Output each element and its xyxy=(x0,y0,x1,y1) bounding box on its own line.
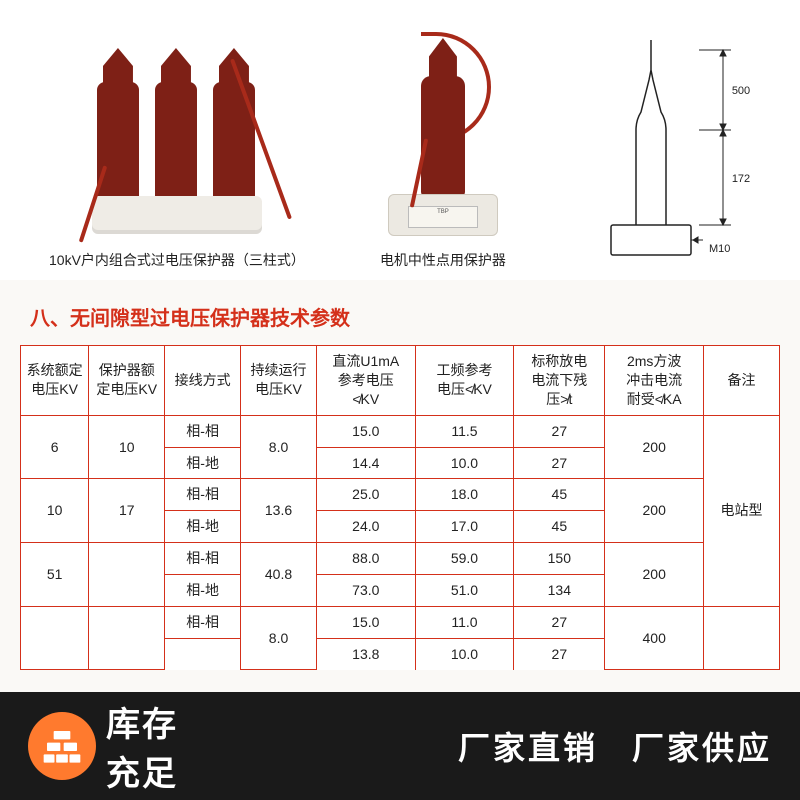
cell-pf: 18.0 xyxy=(415,479,514,511)
table-row: 相-相 8.0 15.0 11.0 27 400 xyxy=(21,607,780,639)
cell-2ms: 200 xyxy=(605,415,704,479)
cell-dc: 24.0 xyxy=(316,511,415,543)
dim-upper: 500 xyxy=(732,85,750,97)
product-dimension-drawing: 500 172 M10 xyxy=(581,40,751,270)
th-note: 备注 xyxy=(704,346,780,416)
cell-2ms: 400 xyxy=(605,607,704,670)
cell-dc: 15.0 xyxy=(316,607,415,639)
footer-banner: 库存 充足 厂家直销 厂家供应 xyxy=(0,692,800,800)
cell-sys: 6 xyxy=(21,415,89,479)
th-rated: 保护器额 定电压KV xyxy=(89,346,165,416)
footer-item-direct: 厂家直销 xyxy=(458,723,598,769)
cell-nom: 45 xyxy=(514,511,605,543)
dim-thread: M10 xyxy=(709,243,730,255)
badge-text: 库存 充足 xyxy=(106,697,178,795)
th-cont: 持续运行 电压KV xyxy=(241,346,317,416)
cell-rated xyxy=(89,607,165,670)
cell-note xyxy=(704,607,780,670)
cell-pf: 11.5 xyxy=(415,415,514,447)
th-conn: 接线方式 xyxy=(165,346,241,416)
arrester-neutral-illustration: TBP xyxy=(363,24,523,244)
cell-cont: 8.0 xyxy=(241,607,317,670)
cell-rated: 17 xyxy=(89,479,165,543)
cell-conn xyxy=(165,638,241,669)
caption-3column: 10kV户内组合式过电压保护器（三柱式） xyxy=(49,250,305,270)
cell-conn: 相-相 xyxy=(165,607,241,639)
dim-lower: 172 xyxy=(732,173,750,185)
cell-dc: 15.0 xyxy=(316,415,415,447)
th-dc: 直流U1mA 参考电压 ≮KV xyxy=(316,346,415,416)
cell-cont: 40.8 xyxy=(241,543,317,607)
cell-pf: 51.0 xyxy=(415,575,514,607)
cell-dc: 14.4 xyxy=(316,447,415,479)
cell-dc: 73.0 xyxy=(316,575,415,607)
product-neutral-arrester: TBP 电机中性点用保护器 xyxy=(363,24,523,270)
cell-dc: 88.0 xyxy=(316,543,415,575)
th-nom: 标称放电 电流下残 压≯t xyxy=(514,346,605,416)
product-image-row: 10kV户内组合式过电压保护器（三柱式） TBP 电机中性点用保护器 xyxy=(0,0,800,280)
cell-nom: 27 xyxy=(514,415,605,447)
th-2ms: 2ms方波 冲击电流 耐受≮KA xyxy=(605,346,704,416)
cell-sys: 10 xyxy=(21,479,89,543)
table-row: 6 10 相-相 8.0 15.0 11.5 27 200 电站型 xyxy=(21,415,780,447)
th-sys: 系统额定 电压KV xyxy=(21,346,89,416)
cell-dc: 25.0 xyxy=(316,479,415,511)
cell-note: 电站型 xyxy=(704,415,780,606)
footer-right: 厂家直销 厂家供应 xyxy=(458,723,772,769)
cell-rated xyxy=(89,543,165,607)
cell-nom: 150 xyxy=(514,543,605,575)
cell-conn: 相-地 xyxy=(165,575,241,607)
cell-cont: 8.0 xyxy=(241,415,317,479)
caption-neutral: 电机中性点用保护器 xyxy=(380,250,506,270)
cell-pf: 17.0 xyxy=(415,511,514,543)
cell-dc: 13.8 xyxy=(316,638,415,669)
box-stack-icon xyxy=(28,712,96,780)
cell-conn: 相-相 xyxy=(165,415,241,447)
engineering-drawing: 500 172 M10 xyxy=(581,40,751,270)
cell-nom: 27 xyxy=(514,607,605,639)
cell-conn: 相-地 xyxy=(165,511,241,543)
cell-nom: 45 xyxy=(514,479,605,511)
table-header-row: 系统额定 电压KV 保护器额 定电压KV 接线方式 持续运行 电压KV 直流U1… xyxy=(21,346,780,416)
nameplate: TBP xyxy=(408,206,478,228)
cell-sys: 51 xyxy=(21,543,89,607)
cell-sys xyxy=(21,607,89,670)
arrester-3column-illustration xyxy=(67,24,287,244)
parameter-table: 系统额定 电压KV 保护器额 定电压KV 接线方式 持续运行 电压KV 直流U1… xyxy=(20,345,780,670)
cell-conn: 相-相 xyxy=(165,479,241,511)
cell-pf: 11.0 xyxy=(415,607,514,639)
parameter-table-wrap: 系统额定 电压KV 保护器额 定电压KV 接线方式 持续运行 电压KV 直流U1… xyxy=(0,345,800,670)
cell-nom: 134 xyxy=(514,575,605,607)
th-pf: 工频参考 电压≮KV xyxy=(415,346,514,416)
table-row: 10 17 相-相 13.6 25.0 18.0 45 200 xyxy=(21,479,780,511)
stock-badge: 库存 充足 xyxy=(28,697,178,795)
footer-item-supply: 厂家供应 xyxy=(632,723,772,769)
cell-conn: 相-相 xyxy=(165,543,241,575)
cell-pf: 59.0 xyxy=(415,543,514,575)
cell-pf: 10.0 xyxy=(415,638,514,669)
cell-conn: 相-地 xyxy=(165,447,241,479)
cell-2ms: 200 xyxy=(605,543,704,607)
table-row: 51 相-相 40.8 88.0 59.0 150 200 xyxy=(21,543,780,575)
cell-2ms: 200 xyxy=(605,479,704,543)
cell-nom: 27 xyxy=(514,447,605,479)
product-3column-arrester: 10kV户内组合式过电压保护器（三柱式） xyxy=(49,24,305,270)
cell-rated: 10 xyxy=(89,415,165,479)
cell-pf: 10.0 xyxy=(415,447,514,479)
cell-nom: 27 xyxy=(514,638,605,669)
section-title: 八、无间隙型过电压保护器技术参数 xyxy=(0,280,800,345)
cell-cont: 13.6 xyxy=(241,479,317,543)
